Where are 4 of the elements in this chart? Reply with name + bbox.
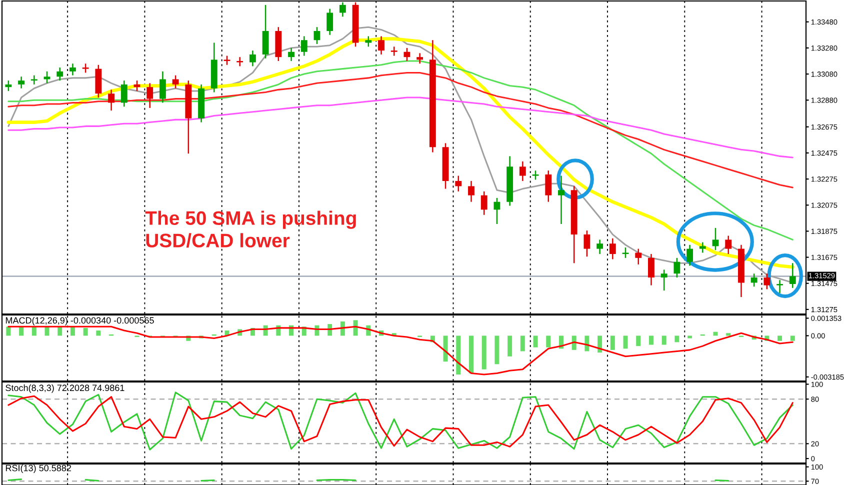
chart-title: Stoch(8,3,3) 72.2028 74.9861 [6, 384, 124, 393]
annotation: The 50 SMA is pushing USD/CAD lower [145, 210, 356, 248]
chart-title: MACD(12,26,9) -0.000340 -0.000565 [6, 316, 154, 326]
chart-title: RSI(13) 50.5882 [6, 464, 72, 474]
